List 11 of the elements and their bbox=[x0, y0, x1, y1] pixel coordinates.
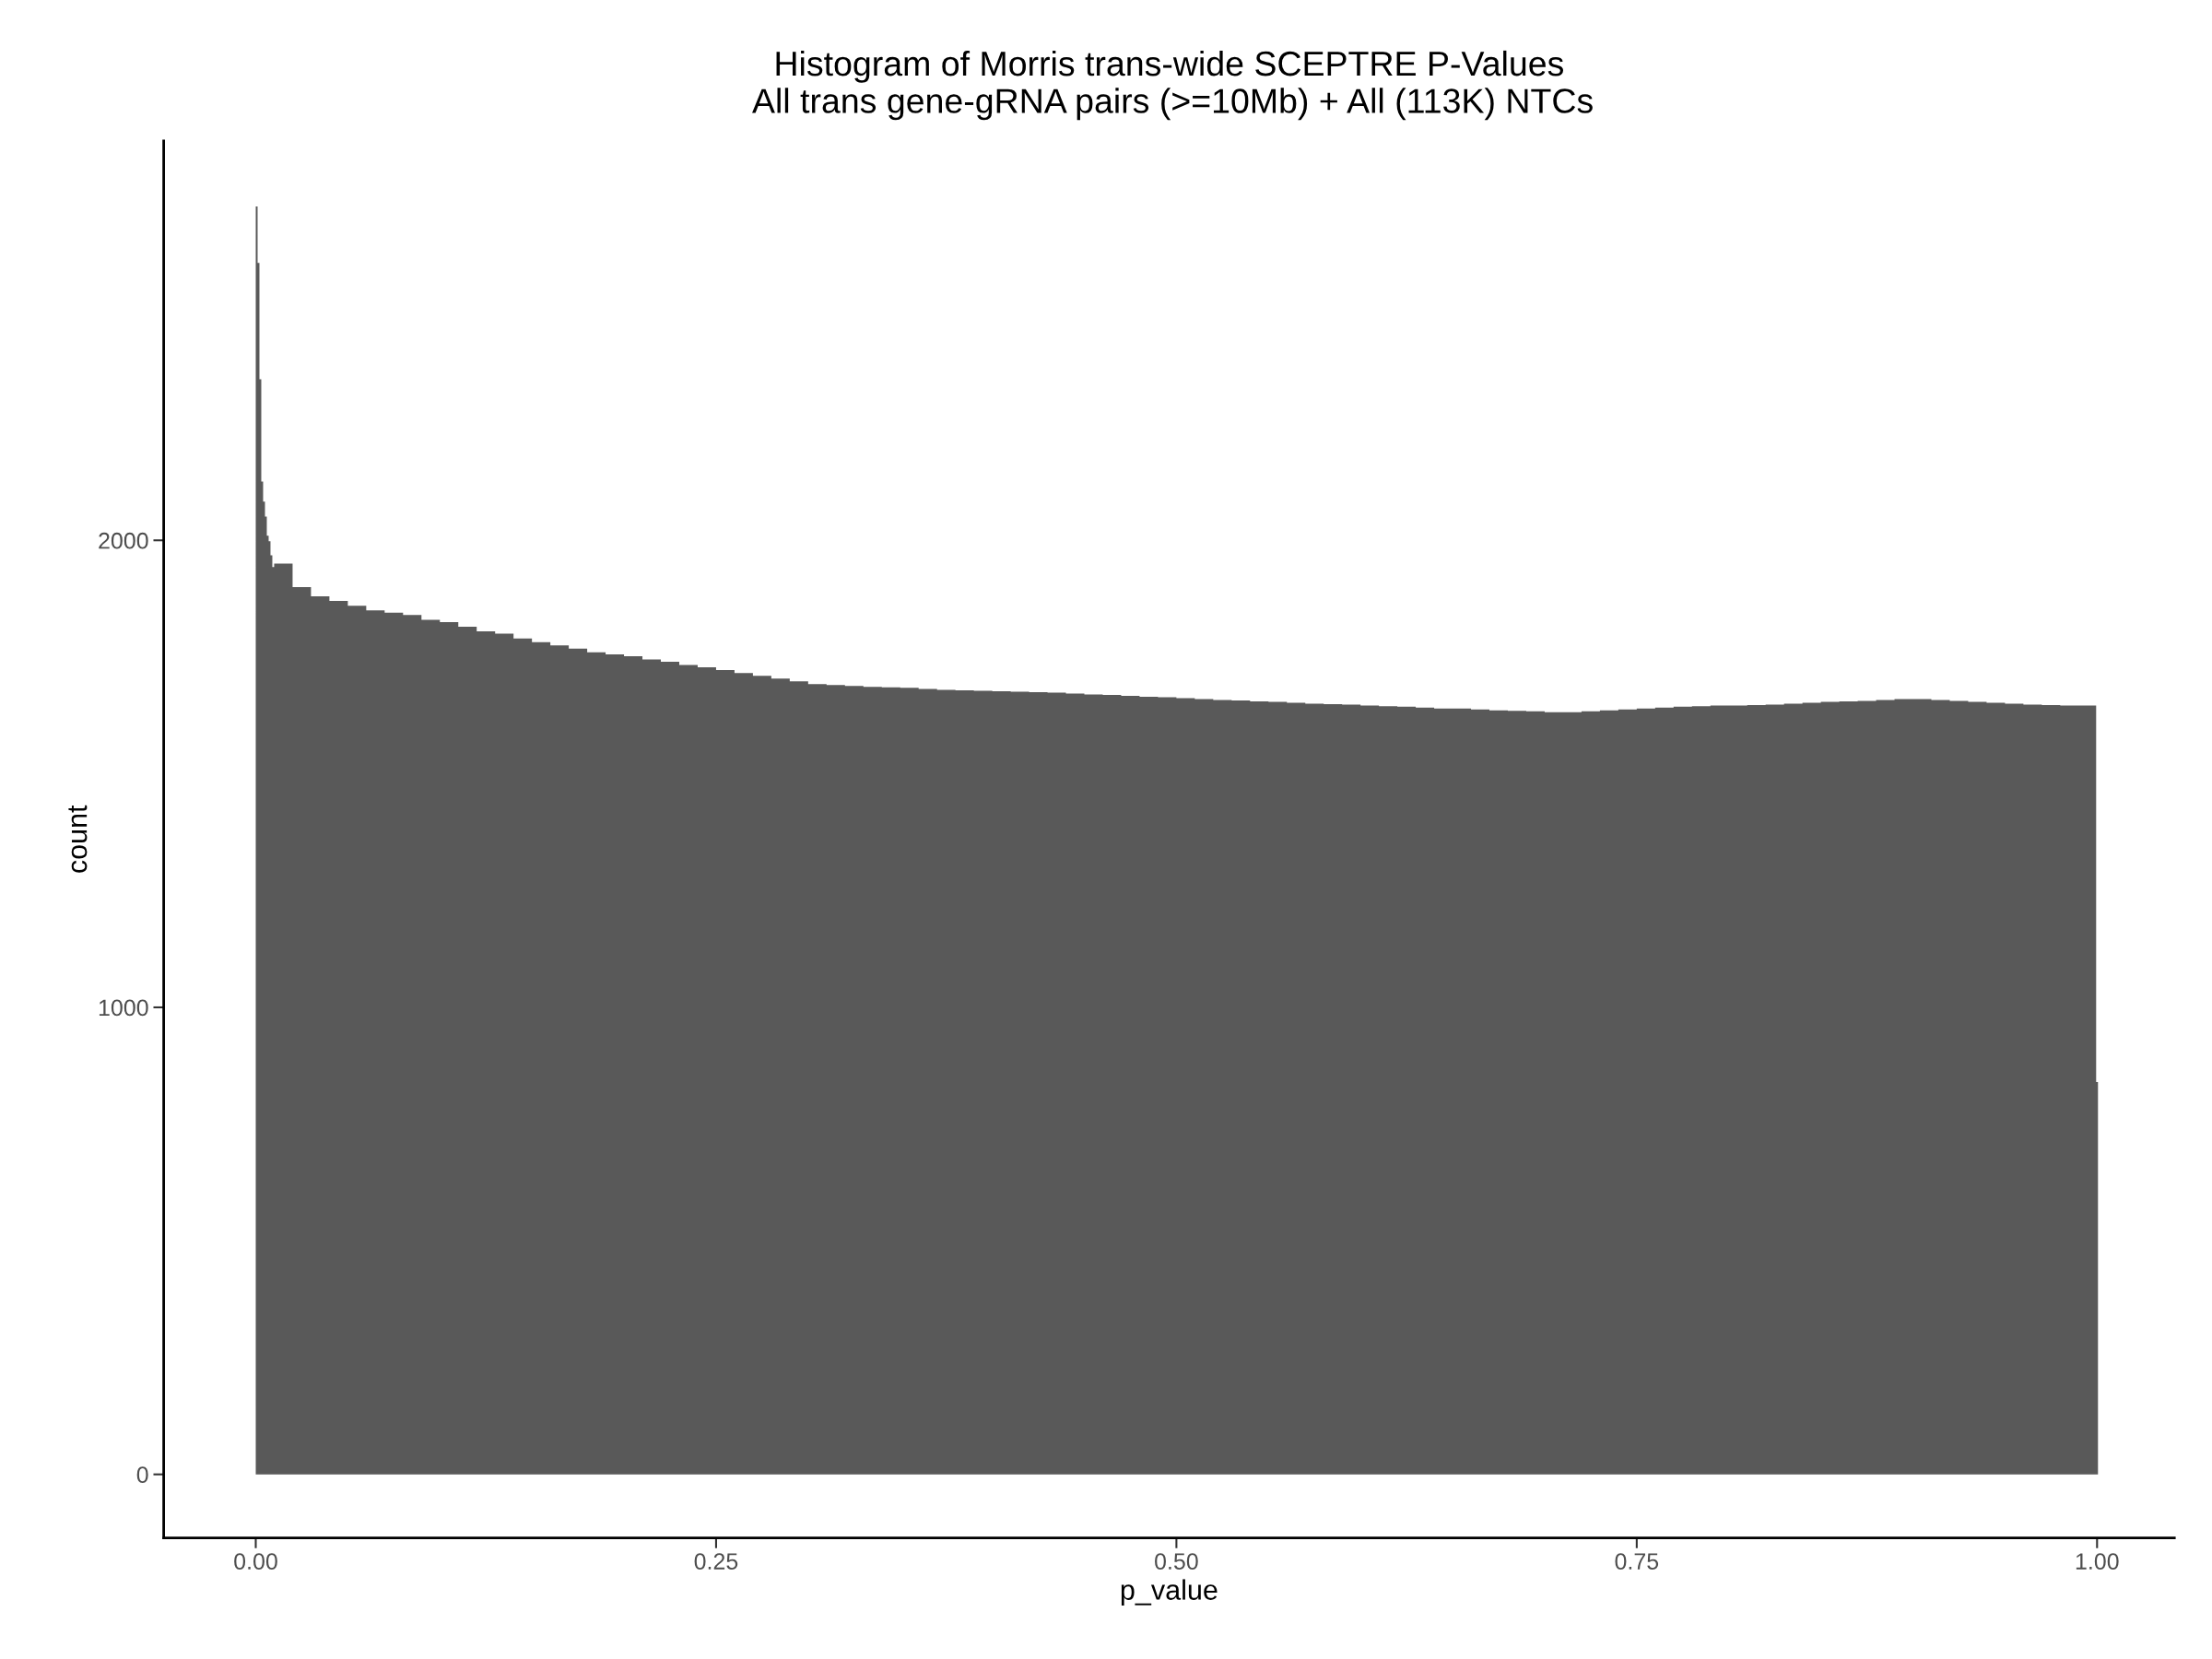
x-tick-label: 0.25 bbox=[694, 1553, 738, 1570]
x-tick-label: 1.00 bbox=[2076, 1553, 2119, 1570]
x-tick-label: 0.00 bbox=[234, 1553, 277, 1570]
x-tick-label: 0.75 bbox=[1615, 1553, 1659, 1570]
x-tick-label: 0.50 bbox=[1155, 1553, 1198, 1570]
chart-title: Histogram of Morris trans-wide SCEPTRE P-Values All trans gene-gRNA pairs (>=10Mb) + All (113K) NTCs bbox=[752, 50, 1593, 121]
y-tick-label: 1000 bbox=[99, 999, 148, 1017]
y-tick-label: 2000 bbox=[99, 532, 148, 549]
y-axis-title: count bbox=[68, 805, 88, 873]
x-axis-title: p_value bbox=[1121, 1579, 1218, 1606]
y-tick-label: 0 bbox=[136, 1466, 148, 1483]
